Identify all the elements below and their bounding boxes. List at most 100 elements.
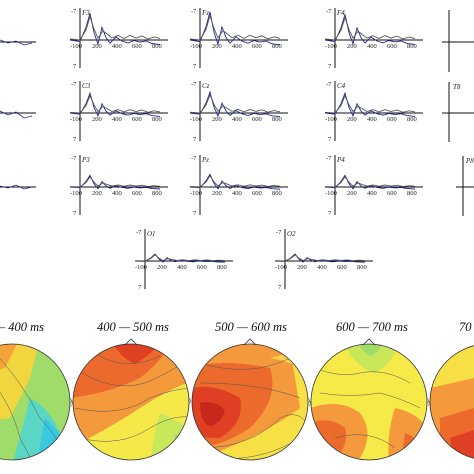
partial-left-panel-row1: [0, 39, 36, 46]
y-tick-top: -7: [326, 155, 332, 162]
partial-label-p8: P8: [465, 157, 474, 165]
x-tick-label: -100: [190, 43, 202, 50]
partial-right-panel-row3: P8: [456, 156, 474, 216]
x-tick-label: 200: [92, 43, 102, 50]
x-tick-label: 400: [177, 264, 187, 271]
x-tick-label: 400: [367, 43, 377, 50]
partial-right-panel-row2: T8: [442, 82, 474, 142]
erp-panel-c4: -7 7 C4 -100 200 400 600 800: [324, 81, 423, 143]
x-tick-label: 600: [252, 116, 262, 123]
topomap-600-700: [310, 338, 428, 461]
x-tick-label: 400: [232, 43, 242, 50]
erp-trace-2: [324, 176, 416, 188]
erp-trace-2: [69, 176, 161, 188]
erp-trace-1: [69, 13, 161, 46]
x-tick-label: 400: [317, 264, 327, 271]
x-tick-label: 800: [357, 264, 367, 271]
x-tick-label: 200: [347, 190, 357, 197]
erp-trace-2: [134, 254, 226, 262]
x-tick-label: 800: [217, 264, 227, 271]
x-tick-label: 200: [212, 43, 222, 50]
erp-panel-f4: -7 7 F4 -100 200 400 600 800: [324, 8, 423, 70]
x-tick-label: 400: [112, 190, 122, 197]
x-tick-label: 200: [92, 190, 102, 197]
erp-trace-2: [274, 254, 366, 262]
x-tick-label: 600: [132, 190, 142, 197]
topomap-300-400: [0, 343, 71, 461]
x-tick-label: 600: [387, 116, 397, 123]
erp-trace-2: [324, 94, 416, 114]
y-tick-top: -7: [191, 8, 197, 15]
erp-trace-2: [189, 175, 281, 188]
electrode-label: C4: [337, 82, 346, 90]
x-tick-label: -100: [325, 43, 337, 50]
x-tick-label: 600: [132, 116, 142, 123]
x-tick-label: 800: [407, 116, 417, 123]
window-label-700-800: 70: [459, 320, 472, 334]
y-tick-top: -7: [326, 8, 332, 15]
x-tick-label: -100: [70, 116, 82, 123]
erp-trace-1: [274, 253, 366, 263]
electrode-label: Fz: [201, 9, 209, 17]
topomap-500-600: [191, 338, 309, 461]
erp-panel-p3: -7 7 P3 -100 200 400 600 800: [69, 155, 168, 217]
window-label-300-400: — 400 ms: [0, 320, 45, 334]
erp-trace-1: [324, 174, 416, 190]
topomap-400-500: [72, 338, 190, 461]
window-label-400-500: 400 — 500 ms: [97, 320, 169, 334]
x-tick-label: 400: [367, 116, 377, 123]
erp-panel-o1: -7 7 O1 -100 200 400 600 800: [134, 229, 233, 291]
y-tick-bottom: 7: [73, 136, 77, 143]
erp-trace-1: [189, 11, 281, 46]
x-tick-label: 800: [407, 190, 417, 197]
x-tick-label: 800: [272, 116, 282, 123]
erp-trace-1: [189, 173, 281, 190]
x-tick-label: 600: [387, 43, 397, 50]
erp-trace-2: [324, 16, 416, 41]
x-tick-label: 600: [337, 264, 347, 271]
x-tick-label: 800: [152, 116, 162, 123]
electrode-label: F3: [81, 9, 90, 17]
x-tick-label: 600: [252, 190, 262, 197]
x-tick-label: 600: [387, 190, 397, 197]
erp-panel-p4: -7 7 P4 -100 200 400 600 800: [324, 155, 423, 217]
x-tick-label: -100: [275, 264, 287, 271]
y-tick-bottom: 7: [278, 284, 282, 291]
ear-marks: [69, 397, 430, 407]
erp-trace-2: [189, 93, 281, 114]
x-tick-label: -100: [135, 264, 147, 271]
x-tick-label: 200: [212, 116, 222, 123]
x-tick-label: 400: [367, 190, 377, 197]
y-tick-top: -7: [191, 81, 197, 88]
y-tick-bottom: 7: [328, 210, 332, 217]
x-tick-label: -100: [325, 190, 337, 197]
x-tick-label: 800: [152, 43, 162, 50]
y-tick-bottom: 7: [73, 63, 77, 70]
erp-panel-fz: -7 7 Fz -100 200 400 600 800: [189, 8, 288, 70]
electrode-label: P3: [81, 156, 90, 164]
erp-panel-c3: -7 7 C3 -100 200 400 600 800: [69, 81, 168, 143]
x-tick-label: 400: [112, 43, 122, 50]
y-tick-top: -7: [191, 155, 197, 162]
x-tick-label: 600: [252, 43, 262, 50]
x-tick-label: 600: [132, 43, 142, 50]
erp-panel-o2: -7 7 O2 -100 200 400 600 800: [274, 229, 373, 291]
erp-trace-1: [324, 14, 416, 46]
y-tick-bottom: 7: [138, 284, 142, 291]
scalp-topography-maps: [0, 338, 474, 461]
x-tick-label: 400: [112, 116, 122, 123]
y-tick-top: -7: [276, 229, 282, 236]
x-tick-label: 200: [347, 43, 357, 50]
electrode-label: O1: [147, 230, 156, 238]
x-tick-label: 400: [232, 116, 242, 123]
y-tick-bottom: 7: [193, 63, 197, 70]
topomap-700-800: [429, 344, 474, 460]
x-tick-label: 200: [92, 116, 102, 123]
x-tick-label: 200: [297, 264, 307, 271]
x-tick-label: -100: [70, 190, 82, 197]
erp-trace-1: [324, 91, 416, 118]
electrode-label: P4: [336, 156, 345, 164]
erp-trace-1: [189, 90, 281, 118]
y-tick-bottom: 7: [193, 136, 197, 143]
y-tick-top: -7: [136, 229, 142, 236]
